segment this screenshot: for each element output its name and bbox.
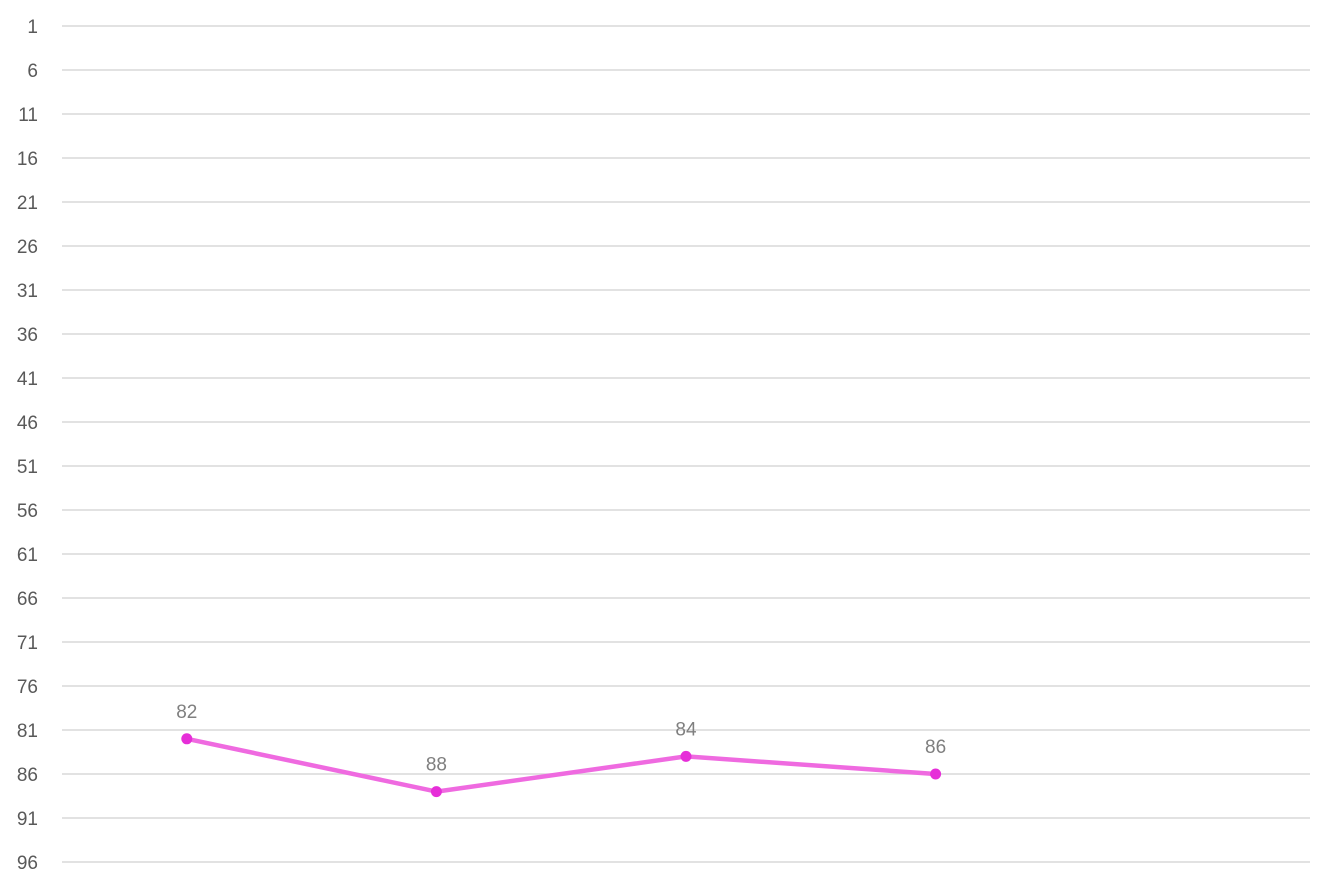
- y-tick-label: 86: [17, 765, 38, 786]
- data-label: 88: [426, 755, 447, 776]
- y-tick-label: 81: [17, 721, 38, 742]
- y-tick-label: 61: [17, 545, 38, 566]
- y-tick-label: 66: [17, 589, 38, 610]
- y-tick-label: 71: [17, 633, 38, 654]
- y-tick-label: 46: [17, 413, 38, 434]
- y-tick-label: 96: [17, 853, 38, 874]
- y-tick-label: 76: [17, 677, 38, 698]
- y-tick-label: 6: [27, 61, 38, 82]
- series: [181, 733, 942, 798]
- data-label: 82: [176, 702, 197, 723]
- y-tick-label: 11: [18, 105, 38, 126]
- gridlines: [62, 25, 1310, 863]
- y-tick-label: 26: [17, 237, 38, 258]
- y-tick-label: 21: [17, 193, 38, 214]
- data-point: [430, 786, 442, 798]
- y-tick-label: 31: [17, 281, 38, 302]
- y-tick-label: 16: [17, 149, 38, 170]
- data-point: [181, 733, 193, 745]
- data-label: 86: [925, 737, 946, 758]
- y-tick-label: 91: [17, 809, 38, 830]
- data-point: [930, 768, 942, 780]
- series-line: [186, 736, 936, 794]
- y-tick-label: 36: [17, 325, 38, 346]
- data-label: 84: [675, 719, 697, 740]
- y-tick-label: 41: [17, 369, 38, 390]
- y-tick-label: 56: [17, 501, 38, 522]
- data-labels: 82 88 84 86: [176, 702, 946, 776]
- data-point: [680, 750, 692, 762]
- y-tick-label: 51: [17, 457, 38, 478]
- y-tick-label: 1: [27, 17, 38, 38]
